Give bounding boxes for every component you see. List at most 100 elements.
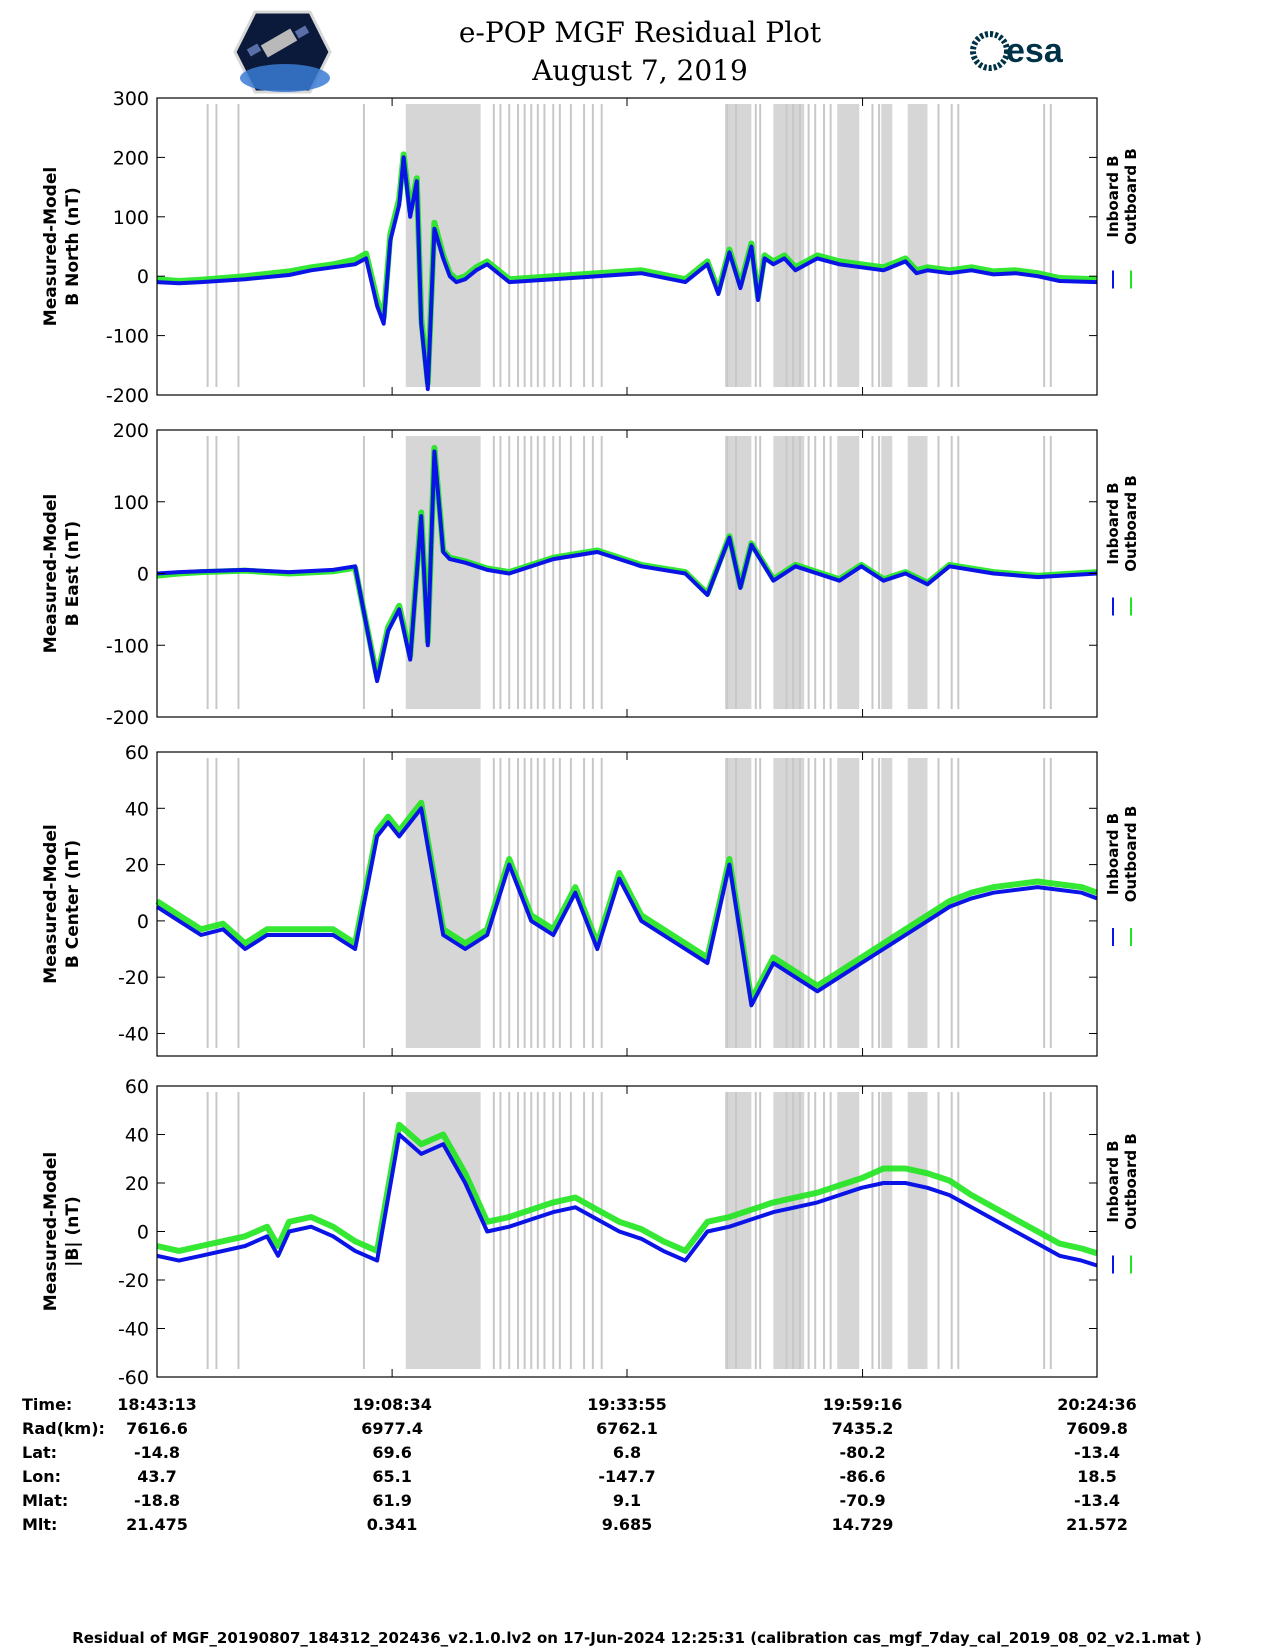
y-tick-label: 0: [137, 911, 149, 933]
y-tick-label: -60: [118, 1367, 149, 1389]
plot-frame: [156, 97, 1098, 396]
y-tick-label: 0: [137, 564, 149, 586]
y-tick-label: -20: [118, 1270, 149, 1292]
y-tick-label: 20: [125, 1173, 149, 1195]
y-axis-label: Measured-Model: [41, 1152, 61, 1311]
esa-logo: esa: [970, 31, 1064, 71]
y-tick-label: -100: [106, 326, 149, 348]
legend-inboard-label: Inboard B: [1104, 1140, 1122, 1222]
table-cell: 14.729: [832, 1515, 894, 1534]
legend-outboard-label: Outboard B: [1122, 806, 1140, 903]
table-cell: 0.341: [367, 1515, 418, 1534]
legend-inboard-label: Inboard B: [1104, 813, 1122, 895]
y-tick-label: -200: [106, 385, 149, 407]
table-cell: 19:08:34: [352, 1395, 432, 1414]
legend-inboard-label: Inboard B: [1104, 482, 1122, 564]
table-row-label: Lon:: [22, 1467, 61, 1486]
table-row-label: Mlat:: [22, 1491, 68, 1510]
table-cell: 20:24:36: [1057, 1395, 1137, 1414]
table-row-label: Mlt:: [22, 1515, 57, 1534]
table-row-label: Lat:: [22, 1443, 57, 1462]
shade-band: [405, 758, 481, 1048]
shade-band: [907, 436, 928, 709]
y-tick-label: 200: [113, 147, 149, 169]
header: e-POP MGF Residual Plot August 7, 2019 e…: [233, 10, 1064, 94]
table-cell: -18.8: [134, 1491, 180, 1510]
cassiope-mission-logo: [233, 10, 332, 94]
title-line-2: August 7, 2019: [531, 54, 748, 87]
shade-band: [837, 104, 860, 387]
shade-band: [881, 104, 893, 387]
y-tick-label: 100: [113, 492, 149, 514]
table-cell: -80.2: [839, 1443, 885, 1462]
table-cell: 9.685: [602, 1515, 653, 1534]
table-cell: 69.6: [372, 1443, 411, 1462]
shade-band: [881, 758, 893, 1048]
outboard-series-line: [156, 1121, 1098, 1257]
inboard-series-line: [156, 155, 1098, 392]
y-tick-label: 0: [137, 266, 149, 288]
y-tick-label: 300: [113, 88, 149, 110]
y-tick-label: -200: [106, 707, 149, 729]
table-cell: 7435.2: [832, 1419, 894, 1438]
table-cell: -13.4: [1074, 1491, 1120, 1510]
table-cell: 21.572: [1066, 1515, 1128, 1534]
y-axis-label: B East (nT): [63, 521, 83, 626]
table-row-label: Rad(km):: [22, 1419, 105, 1438]
footer-caption: Residual of MGF_20190807_184312_202436_v…: [72, 1629, 1202, 1647]
table-cell: -14.8: [134, 1443, 180, 1462]
y-tick-label: 20: [125, 855, 149, 877]
table-cell: -13.4: [1074, 1443, 1120, 1462]
y-axis-label: Measured-Model: [41, 494, 61, 653]
outboard-series-line: [155, 799, 1099, 1003]
y-tick-label: -100: [106, 635, 149, 657]
title-line-1: e-POP MGF Residual Plot: [459, 16, 822, 49]
y-tick-label: -40: [118, 1023, 149, 1045]
table-cell: 19:59:16: [823, 1395, 903, 1414]
table-cell: 9.1: [613, 1491, 641, 1510]
table-cell: 43.7: [137, 1467, 176, 1486]
outboard-series-line: [156, 151, 1098, 387]
y-tick-label: 40: [125, 1125, 149, 1147]
y-tick-label: 60: [125, 742, 149, 764]
table-cell: 7616.6: [126, 1419, 188, 1438]
shade-band: [881, 1092, 893, 1369]
ephemeris-table: Time: 18:43:13 19:08:34 19:33:55 19:59:16 20:…: [22, 1395, 1137, 1534]
table-cell: 6.8: [613, 1443, 641, 1462]
inboard-series-line: [156, 1132, 1098, 1268]
table-row-label: Time:: [22, 1395, 72, 1414]
table-cell: -86.6: [839, 1467, 885, 1486]
legend-inboard-label: Inboard B: [1104, 155, 1122, 237]
y-tick-label: 100: [113, 207, 149, 229]
y-tick-label: 60: [125, 1076, 149, 1098]
shade-band: [907, 104, 928, 387]
y-tick-label: 0: [137, 1222, 149, 1244]
table-cell: 65.1: [372, 1467, 411, 1486]
inboard-series-line: [155, 806, 1098, 1008]
y-tick-label: 40: [125, 798, 149, 820]
y-axis-label: Measured-Model: [41, 167, 61, 326]
y-axis-label: B Center (nT): [63, 840, 83, 968]
y-tick-label: -40: [118, 1319, 149, 1341]
table-cell: 6762.1: [596, 1419, 658, 1438]
table-cell: 18:43:13: [117, 1395, 197, 1414]
panel-1: 300 200 100 0 -100 -200 Measured-Model B North …: [41, 88, 1140, 407]
legend-outboard-label: Outboard B: [1122, 1133, 1140, 1230]
y-axis-label: |B| (nT): [63, 1196, 83, 1267]
y-tick-label: 200: [113, 420, 149, 442]
shade-band: [837, 1092, 860, 1369]
panel-2: 200 100 0 -100 -200 Measured-Model B East (nT)…: [41, 420, 1140, 729]
table-cell: 6977.4: [361, 1419, 423, 1438]
shade-band: [724, 1092, 752, 1369]
table-cell: 7609.8: [1066, 1419, 1128, 1438]
shade-band: [881, 436, 893, 709]
shade-band: [907, 758, 928, 1048]
shade-band: [837, 758, 860, 1048]
table-cell: 61.9: [372, 1491, 411, 1510]
legend-outboard-label: Outboard B: [1122, 475, 1140, 572]
y-axis-label: B North (nT): [63, 187, 83, 306]
panel-4: 60 40 20 0 -20 -40 -60 Measured-Model |B| (nT) In…: [41, 1076, 1140, 1389]
panel-3: 60 40 20 0 -20 -40 Measured-Model B Center (nT)…: [41, 742, 1140, 1057]
